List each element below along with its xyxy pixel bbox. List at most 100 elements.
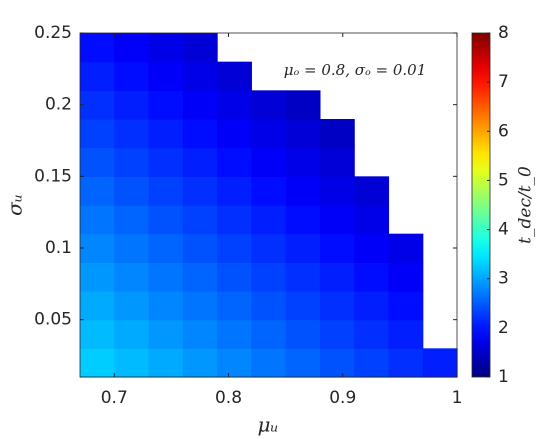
heatmap-cell [182, 119, 218, 149]
heatmap-cell [319, 119, 355, 149]
heatmap-cell [285, 291, 321, 321]
heatmap-cell [388, 262, 424, 292]
heatmap-cell [251, 262, 287, 292]
heatmap-cell [148, 348, 184, 378]
heatmap-cell [217, 291, 252, 321]
heatmap-cell [148, 291, 184, 321]
annotation: μₒ = 0.8, σₒ = 0.01 [284, 61, 427, 79]
colorbar-tick-label: 2 [498, 318, 509, 338]
heatmap-cell [217, 262, 252, 292]
heatmap-cell [182, 90, 218, 120]
heatmap-cell [148, 147, 184, 177]
x-axis-label: μᵤ [258, 413, 279, 437]
y-axis-label: σᵤ [3, 194, 27, 216]
heatmap-cell [148, 119, 184, 149]
heatmap-cell [80, 205, 115, 235]
heatmap-cell [217, 176, 252, 206]
heatmap-cell [80, 119, 115, 149]
x-tick-label: 1 [452, 388, 463, 408]
heatmap-cell [80, 176, 115, 206]
heatmap-cell [114, 262, 150, 292]
heatmap-cell [217, 119, 252, 149]
heatmap-cell [354, 319, 390, 349]
heatmap-cell [217, 233, 252, 263]
heatmap-cell [80, 233, 115, 263]
heatmap-cell [319, 233, 355, 263]
heatmap-cell [80, 33, 115, 63]
heatmap-cell [388, 348, 424, 378]
heatmap-cell [182, 205, 218, 235]
heatmap-cell [148, 90, 184, 120]
heatmap-cell [285, 319, 321, 349]
heatmap-cell [182, 233, 218, 263]
heatmap-cell [354, 262, 390, 292]
heatmap-cell [251, 233, 287, 263]
heatmap-cell [251, 90, 287, 120]
heatmap-cell [354, 176, 390, 206]
heatmap-cell [354, 205, 390, 235]
heatmap-cell [354, 348, 390, 378]
heatmap-cell [182, 176, 218, 206]
heatmap-cell [148, 33, 184, 63]
heatmap-cell [251, 176, 287, 206]
heatmap-cell [251, 319, 287, 349]
heatmap-cell [114, 90, 150, 120]
heatmap-cell [251, 348, 287, 378]
heatmap-cell [354, 291, 390, 321]
heatmap-cell [114, 119, 150, 149]
heatmap-cell [285, 176, 321, 206]
heatmap-cell [80, 319, 115, 349]
heatmap-cell [182, 319, 218, 349]
heatmap-cell [217, 319, 252, 349]
colorbar-label: t_dec/t_0 [516, 166, 536, 244]
heatmap-cell [114, 291, 150, 321]
heatmap-cell [285, 205, 321, 235]
colorbar-tick-label: 3 [498, 269, 509, 289]
heatmap-cell [114, 176, 150, 206]
heatmap-cell [217, 147, 252, 177]
heatmap-cell [319, 176, 355, 206]
heatmap-cells [80, 33, 458, 378]
heatmap-cell [182, 61, 218, 91]
heatmap-cell [182, 348, 218, 378]
heatmap-cell [319, 348, 355, 378]
y-tick-label: 0.15 [34, 166, 72, 186]
colorbar-tick-label: 4 [498, 220, 509, 240]
colorbar [471, 32, 491, 378]
heatmap-cell [114, 61, 150, 91]
heatmap-cell [80, 61, 115, 91]
heatmap-cell [388, 233, 424, 263]
heatmap-cell [285, 262, 321, 292]
x-tick-label: 0.7 [101, 388, 128, 408]
heatmap-cell [182, 262, 218, 292]
heatmap-cell [182, 147, 218, 177]
heatmap-cell [217, 61, 252, 91]
y-tick-label: 0.25 [34, 23, 72, 43]
colorbar-tick-label: 7 [498, 72, 509, 92]
heatmap-cell [148, 233, 184, 263]
heatmap-cell [388, 319, 424, 349]
heatmap-cell [319, 147, 355, 177]
heatmap-cell [251, 147, 287, 177]
heatmap-cell [80, 90, 115, 120]
y-tick-label: 0.2 [45, 95, 72, 115]
heatmap-cell [388, 291, 424, 321]
heatmap-cell [319, 205, 355, 235]
colorbar-tick-label: 8 [498, 23, 509, 43]
heatmap-cell [285, 119, 321, 149]
heatmap-cell [148, 262, 184, 292]
x-tick-label: 0.9 [329, 388, 356, 408]
heatmap-cell [114, 348, 150, 378]
heatmap-cell [217, 348, 252, 378]
heatmap-cell [80, 348, 115, 378]
heatmap-cell [217, 205, 252, 235]
heatmap-cell [114, 147, 150, 177]
heatmap-cell [80, 147, 115, 177]
heatmap-cell [251, 291, 287, 321]
heatmap-cell [422, 348, 458, 378]
heatmap-cell [80, 262, 115, 292]
heatmap-cell [251, 119, 287, 149]
heatmap-cell [251, 205, 287, 235]
heatmap-cell [319, 319, 355, 349]
